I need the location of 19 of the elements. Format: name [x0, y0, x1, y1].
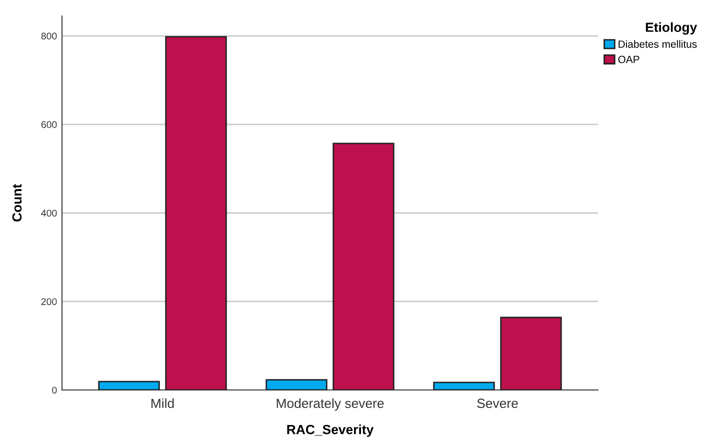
x-tick-label: Mild: [151, 398, 174, 408]
y-tick-label: 400: [41, 210, 57, 217]
legend-label: Diabetes mellitus: [618, 40, 697, 48]
bar: [165, 36, 227, 390]
bar: [266, 379, 328, 390]
bar: [332, 142, 394, 390]
y-tick-label: 800: [41, 32, 57, 40]
x-axis-title: RAC_Severity: [287, 424, 374, 437]
legend-title: Etiology: [646, 22, 698, 35]
y-axis-title: Count: [12, 184, 22, 222]
y-tick-label: 600: [41, 121, 57, 128]
bar: [98, 380, 160, 390]
bar: [433, 382, 495, 390]
y-tick-label: 0: [52, 386, 57, 394]
x-tick-label: Severe: [477, 398, 518, 408]
legend-label: OAP: [618, 56, 640, 64]
x-tick-label: Moderately severe: [276, 398, 384, 411]
bar: [500, 316, 562, 390]
y-tick-label: 200: [41, 298, 57, 306]
